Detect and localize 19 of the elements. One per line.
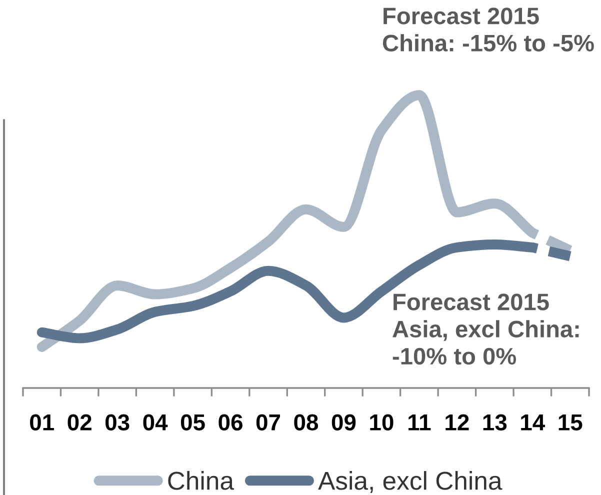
x-tick-label: 13 bbox=[483, 414, 507, 431]
x-tick-label: 12 bbox=[446, 414, 469, 430]
annotation: Forecast 2015 Asia, excl China: -10% to 0% bbox=[392, 294, 579, 365]
legend-label: China bbox=[168, 471, 234, 490]
x-tick-label: 10 bbox=[370, 414, 394, 431]
x-tick-label: 14 bbox=[521, 414, 546, 430]
text: Forecast 2015 China: -15% to -5% bbox=[382, 8, 594, 52]
x-tick-label: 03 bbox=[105, 414, 130, 431]
x-tick-label: 02 bbox=[68, 414, 92, 431]
x-tick-label: 07 bbox=[256, 414, 280, 431]
x-tick-label: 08 bbox=[294, 414, 318, 431]
x-tick-label: 09 bbox=[332, 414, 356, 431]
x-tick-label: 05 bbox=[180, 414, 205, 431]
x-tick-label: 15 bbox=[558, 414, 582, 431]
legend-label: Asia, excl China bbox=[318, 471, 502, 493]
x-tick-label: 06 bbox=[218, 414, 242, 431]
x-tick-label: 11 bbox=[408, 414, 431, 430]
x-tick-label: 01 bbox=[30, 414, 54, 431]
x-tick-label: 04 bbox=[143, 414, 168, 431]
